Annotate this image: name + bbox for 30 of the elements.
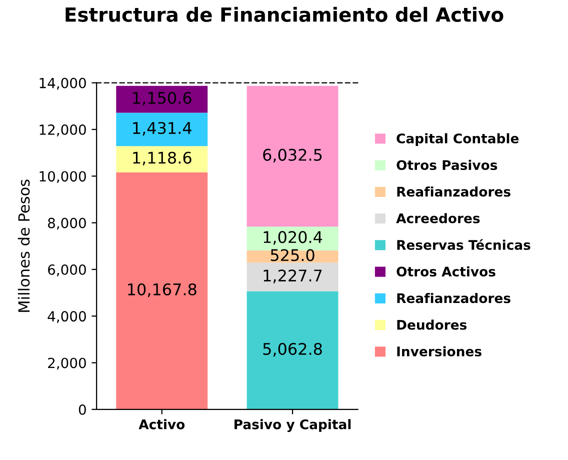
legend-label: Acreedores: [396, 213, 480, 224]
legend-label: Capital Contable: [396, 133, 519, 146]
data-label: 6,032.5: [263, 148, 322, 162]
legend-label: Reafianzadores: [397, 292, 510, 304]
y-tick-label: 10,000: [40, 171, 86, 184]
y-tick-label: 12,000: [40, 124, 86, 136]
legend-label: Otros Activos: [396, 266, 496, 277]
data-label: 1,150.6: [133, 92, 192, 106]
data-label: 5,062.8: [263, 342, 322, 357]
x-tick-label: Pasivo y Capital: [234, 419, 351, 432]
legend-label: Reafianzadores: [397, 186, 510, 197]
data-label: 525.0: [270, 249, 314, 262]
legend-label: Reservas Técnicas: [397, 239, 530, 250]
legend-label: Inversiones: [397, 346, 482, 356]
y-tick-label: 14,000: [40, 78, 86, 90]
x-tick-label: Activo: [138, 419, 185, 430]
y-tick-label: 8,000: [48, 218, 86, 230]
y-tick-label: 4,000: [48, 311, 86, 323]
y-tick-label: 2,000: [48, 358, 86, 370]
data-label: 1,431.4: [133, 122, 192, 136]
y-tick-label: 6,000: [48, 264, 86, 276]
y-tick-label: 0: [78, 404, 86, 415]
y-axis-title: Millones de Pesos: [18, 180, 30, 312]
chart-title: Estructura de Financiamiento del Activo: [66, 6, 504, 22]
data-label: 1,227.7: [264, 270, 322, 284]
legend-label: Deudores: [397, 320, 467, 330]
data-label: 1,118.6: [133, 152, 192, 166]
data-label: 1,020.4: [264, 231, 322, 245]
data-label: 10,167.8: [128, 283, 196, 298]
legend-label: Otros Pasivos: [396, 160, 498, 170]
